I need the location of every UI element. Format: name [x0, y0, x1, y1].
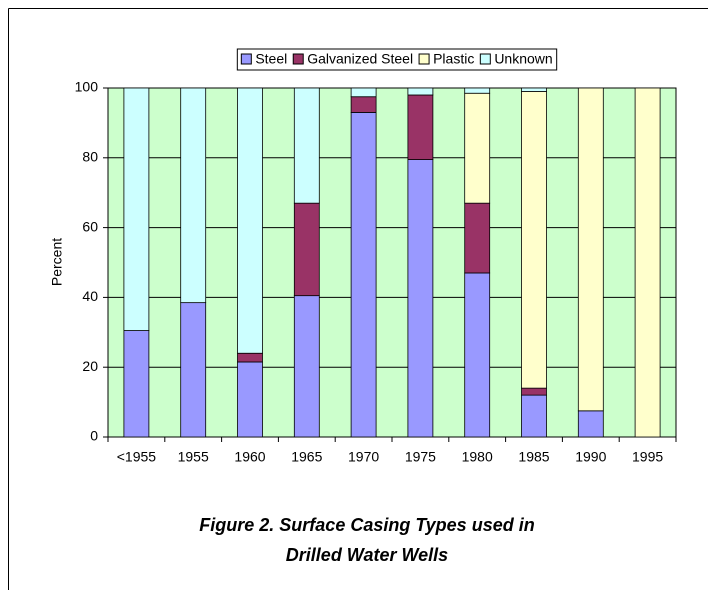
x-tick-label: 1990: [575, 449, 606, 465]
legend-box: [236, 48, 558, 71]
bar-segment: [293, 295, 320, 438]
bar-segment: [237, 87, 263, 354]
legend-swatch: [240, 53, 252, 65]
y-tick-label: 80: [82, 149, 98, 165]
x-tick-label: 1975: [405, 449, 436, 465]
bar-segment: [237, 361, 263, 438]
x-tick-label: 1955: [178, 449, 209, 465]
chart-title: Figure 2. Surface Casing Types used in: [199, 515, 534, 535]
y-axis-label: Percent: [49, 238, 65, 286]
bar-segment: [123, 87, 150, 331]
bar-segment: [407, 159, 434, 438]
bar-segment: [180, 302, 207, 438]
legend-label: Steel: [255, 51, 287, 67]
bar-segment: [521, 387, 547, 396]
bar-segment: [464, 202, 491, 274]
legend-swatch: [292, 53, 304, 65]
bar-segment: [237, 352, 263, 363]
chart-title: Drilled Water Wells: [286, 545, 448, 565]
x-tick-label: <1955: [117, 449, 157, 465]
y-tick-label: 40: [82, 288, 98, 304]
bar-segment: [407, 87, 434, 96]
bar-segment: [123, 330, 150, 438]
bar-segment: [521, 394, 547, 438]
bar-segment: [521, 87, 547, 92]
bar-segment: [350, 87, 377, 98]
bar-segment: [350, 96, 377, 113]
bar-segment: [293, 202, 320, 297]
x-tick-label: 1965: [291, 449, 322, 465]
bar-segment: [293, 87, 320, 204]
x-tick-label: 1970: [348, 449, 379, 465]
y-tick-label: 20: [82, 358, 98, 374]
x-tick-label: 1960: [234, 449, 265, 465]
legend-label: Galvanized Steel: [307, 51, 413, 67]
x-tick-label: 1980: [462, 449, 493, 465]
bar-segment: [464, 92, 491, 204]
y-tick-label: 100: [75, 79, 99, 95]
bar-segment: [464, 87, 491, 94]
bar-segment: [464, 272, 491, 438]
legend-swatch: [479, 53, 491, 65]
x-tick-label: 1985: [518, 449, 549, 465]
bar-segment: [577, 410, 604, 438]
bar-segment: [577, 87, 604, 412]
bar-segment: [634, 87, 661, 438]
x-tick-label: 1995: [632, 449, 663, 465]
legend-label: Plastic: [433, 51, 474, 67]
bar-segment: [521, 91, 547, 389]
bar-segment: [350, 112, 377, 438]
y-tick-label: 0: [90, 428, 98, 444]
bar-segment: [407, 94, 434, 160]
legend-swatch: [418, 53, 430, 65]
legend-label: Unknown: [494, 51, 552, 67]
bar-segment: [180, 87, 207, 304]
y-tick-label: 60: [82, 218, 98, 234]
